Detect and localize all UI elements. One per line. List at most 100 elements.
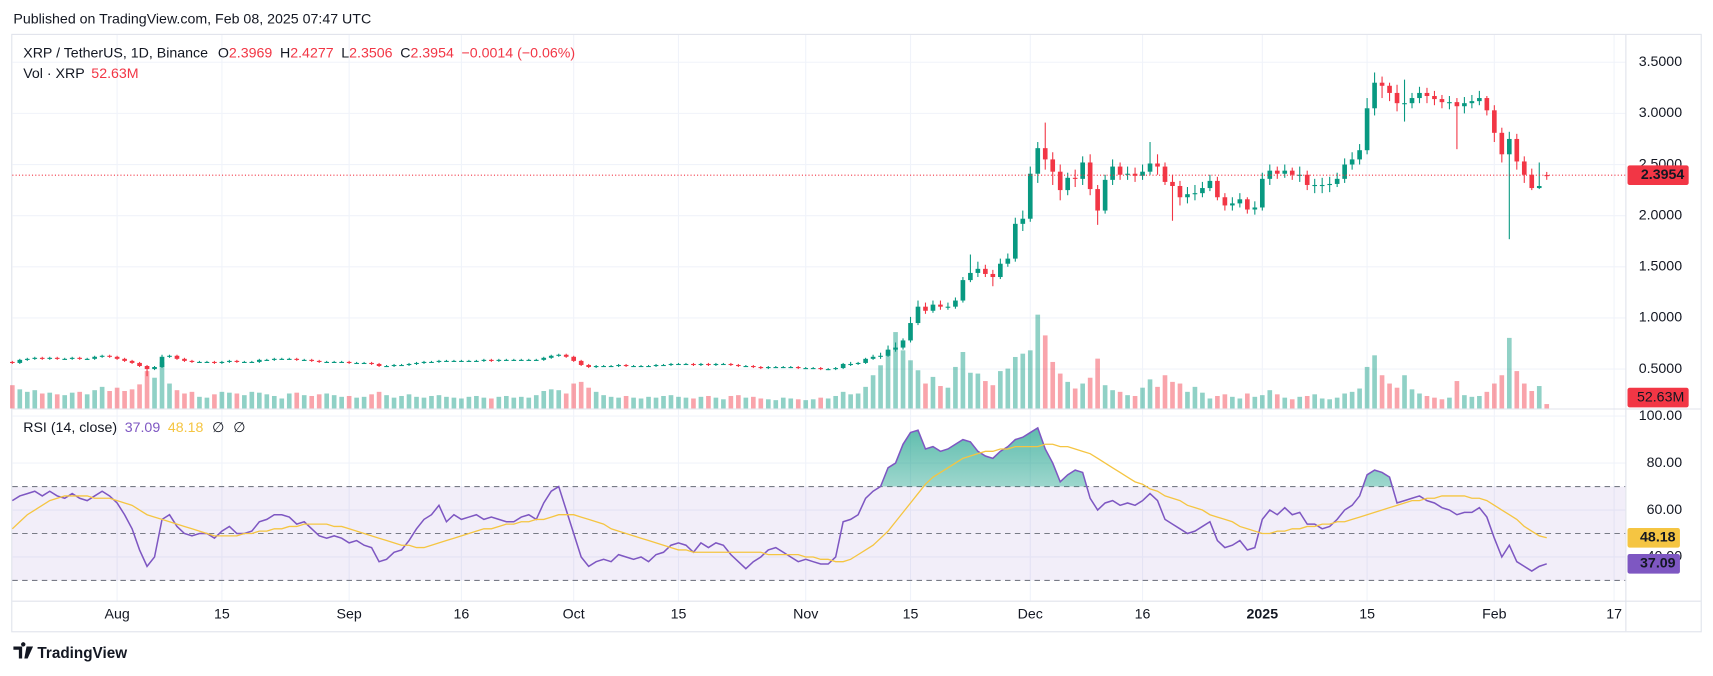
volume-bar xyxy=(1529,391,1535,409)
candle-body xyxy=(713,363,719,366)
x-tick-label: Dec xyxy=(1018,607,1043,623)
candle-body xyxy=(623,364,629,367)
volume-bar xyxy=(331,395,337,409)
volume-bar xyxy=(1087,377,1093,409)
candle-body xyxy=(122,358,127,361)
candle-body xyxy=(144,365,150,370)
volume-bar xyxy=(721,399,726,409)
candle-body xyxy=(765,367,771,369)
candle-body xyxy=(1394,92,1400,104)
candle-body xyxy=(960,280,966,301)
ohlc-label: L xyxy=(341,45,349,61)
candle-body xyxy=(421,361,427,363)
candle-body xyxy=(1155,163,1160,167)
volume-bar xyxy=(825,398,831,409)
volume-bar xyxy=(369,394,374,409)
candle-body xyxy=(271,358,277,360)
volume-bar xyxy=(646,396,651,409)
candle-body xyxy=(1312,184,1318,187)
candle-body xyxy=(998,263,1003,278)
candle-body xyxy=(698,363,704,366)
candle-body xyxy=(721,363,726,366)
candle-body xyxy=(751,365,756,368)
candle-body xyxy=(840,363,846,369)
volume-bar xyxy=(1424,395,1430,409)
y-tick-label: 1.5000 xyxy=(1639,259,1683,275)
volume-bar xyxy=(242,395,247,409)
volume-bar xyxy=(279,398,285,409)
volume-bar xyxy=(1207,398,1213,409)
volume-bar xyxy=(1215,395,1220,409)
hidden-value: ∅ xyxy=(212,420,224,436)
candle-body xyxy=(204,361,210,363)
volume-bar xyxy=(1327,399,1332,409)
candle-body xyxy=(339,361,344,363)
volume-bar xyxy=(1125,395,1130,409)
volume-bar xyxy=(661,395,666,409)
candle-body xyxy=(953,300,958,307)
candle-body xyxy=(1372,82,1377,109)
candle-body xyxy=(593,365,599,368)
candle-body xyxy=(331,361,337,363)
volume-bar xyxy=(1297,396,1303,409)
candle-body xyxy=(182,358,187,361)
volume-bar xyxy=(1245,393,1250,409)
candle-body xyxy=(1057,171,1063,191)
volume-bar xyxy=(1312,394,1318,409)
candle-body xyxy=(608,365,614,368)
x-tick-label: Sep xyxy=(337,607,362,623)
volume-bar xyxy=(152,377,157,409)
volume-bar xyxy=(751,396,756,409)
candle-body xyxy=(1379,82,1385,86)
volume-bar xyxy=(788,398,794,409)
candle-body xyxy=(316,360,322,362)
candle-body xyxy=(900,340,906,348)
volume-bar xyxy=(526,397,532,409)
volume-bar xyxy=(376,391,382,409)
candle-body xyxy=(429,361,434,363)
ohlc-label: C xyxy=(400,45,410,61)
volume-bar xyxy=(257,392,262,409)
candle-body xyxy=(586,364,591,368)
x-tick-label: 16 xyxy=(454,607,470,623)
candle-body xyxy=(1521,161,1527,175)
volume-bar xyxy=(758,398,764,409)
candle-body xyxy=(1432,96,1437,100)
volume-bar xyxy=(1185,391,1190,409)
volume-bar xyxy=(1469,396,1475,409)
candle-body xyxy=(1342,164,1347,179)
candle-body xyxy=(159,356,165,368)
volume-bar xyxy=(406,394,412,409)
volume-bar xyxy=(346,395,352,409)
candle-body xyxy=(631,365,636,368)
change-value: −0.0014 (−0.06%) xyxy=(462,45,576,61)
volume-bar xyxy=(1342,393,1347,409)
volume-bar xyxy=(197,396,202,409)
candle-body xyxy=(1327,183,1332,186)
volume-bar xyxy=(489,398,494,409)
volume-bar xyxy=(9,385,15,409)
hidden-value: ∅ xyxy=(233,420,245,436)
candle-body xyxy=(1274,170,1280,174)
candle-body xyxy=(930,304,936,311)
ohlc-value: 2.3954 xyxy=(410,45,454,61)
volume-bar xyxy=(301,395,307,409)
volume-bar xyxy=(1521,383,1527,409)
candle-body xyxy=(1102,179,1108,211)
volume-bar xyxy=(1237,398,1243,409)
candle-body xyxy=(99,355,105,357)
candle-body xyxy=(691,363,696,366)
volume-bar xyxy=(1192,386,1198,409)
candle-body xyxy=(878,355,883,357)
candle-body xyxy=(526,359,532,361)
volume-bar xyxy=(1117,391,1123,409)
volume-bar xyxy=(384,395,389,409)
candle-body xyxy=(833,368,838,370)
candle-body xyxy=(489,359,494,361)
candle-body xyxy=(1012,223,1018,259)
volume-bar xyxy=(122,391,127,409)
volume-bar xyxy=(810,399,816,409)
candle-body xyxy=(227,360,232,362)
candle-body xyxy=(114,356,120,359)
